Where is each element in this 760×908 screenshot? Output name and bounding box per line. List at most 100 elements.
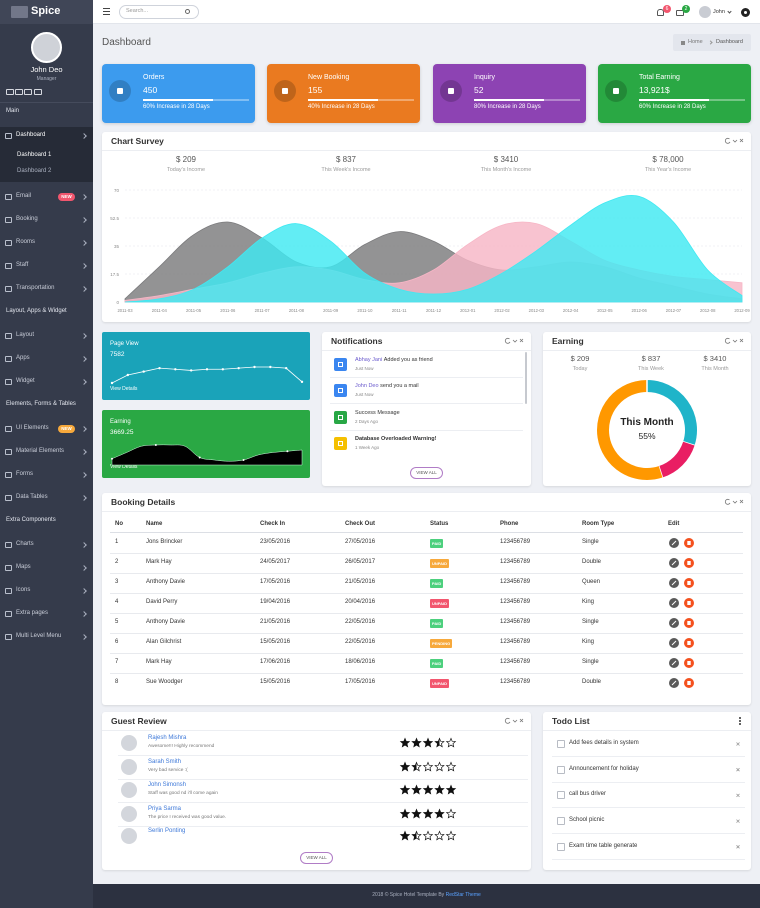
bell-icon[interactable] — [657, 9, 664, 16]
review-comment: Awesome!!! Highly recommend — [148, 744, 215, 749]
mini-title: Earning — [110, 419, 131, 425]
table-row-line — [110, 613, 743, 614]
stat-note: 60% Increase in 28 Days — [639, 104, 706, 110]
table-cell: 22/05/2016 — [345, 639, 376, 645]
footer-text: 2018 © Spice Hotel Template By RedStar T… — [93, 892, 760, 898]
todo-checkbox[interactable] — [557, 791, 565, 800]
hamburger-line[interactable] — [103, 14, 110, 16]
view-all-button[interactable]: VIEW ALL — [410, 467, 443, 479]
breadcrumb-item: Dashboard — [716, 39, 743, 45]
table-cell: Double — [582, 559, 602, 565]
hamburger-line[interactable] — [103, 11, 110, 13]
menu-item[interactable]: Booking — [16, 216, 38, 222]
review-name[interactable]: Rajesh Mishra — [148, 735, 187, 741]
table-cell: 2 — [115, 559, 119, 565]
status-badge: UNPAID — [430, 598, 450, 608]
notification-message: send you a mail — [380, 383, 419, 390]
menu-item[interactable]: Multi Level Menu — [16, 633, 62, 639]
todo-checkbox[interactable] — [557, 740, 565, 748]
menu-item[interactable]: Charts — [16, 541, 34, 547]
menu-item[interactable]: Material Elements — [16, 448, 65, 454]
income-value: $ 837 — [335, 155, 357, 164]
notification-text: Database Overloaded Warning! — [355, 436, 436, 442]
menu-item[interactable]: Staff — [16, 262, 29, 268]
menu-item[interactable]: UI Elements — [16, 425, 49, 431]
menu-item[interactable]: Dashboard — [16, 132, 46, 138]
notification-text: John Deo send you a mail — [355, 383, 419, 389]
menu-item[interactable]: Email — [16, 193, 32, 199]
todo-checkbox[interactable] — [557, 817, 565, 826]
table-header: Edit — [668, 521, 680, 527]
search-box[interactable] — [119, 5, 199, 19]
home-icon — [681, 41, 685, 45]
review-comment: The price I received was good value. — [148, 815, 227, 820]
menu-section: Elements, Forms & Tables — [6, 401, 76, 407]
stat-value: 450 — [143, 85, 158, 95]
table-header: No — [115, 521, 123, 527]
review-name[interactable]: John Simonsh — [148, 782, 187, 788]
menu-item[interactable]: Widget — [16, 378, 35, 384]
kebab-dot[interactable] — [739, 717, 741, 719]
notification-divider — [330, 377, 523, 378]
profile-icon[interactable] — [24, 89, 32, 95]
profile-icon[interactable] — [15, 89, 23, 95]
menu-item[interactable]: Transportation — [16, 285, 55, 291]
table-cell: 123456789 — [500, 559, 531, 565]
menu-icon — [5, 217, 12, 223]
user-menu[interactable]: John — [713, 9, 725, 15]
mini-link[interactable]: View Details — [110, 464, 138, 470]
review-divider — [118, 802, 528, 803]
menu-item[interactable]: Forms — [16, 471, 33, 477]
notification-glyph — [338, 440, 343, 446]
notification-user[interactable]: John Deo — [355, 383, 379, 390]
breadcrumb-item[interactable]: Home — [688, 39, 703, 45]
kebab-dot[interactable] — [739, 723, 741, 725]
menu-section: Main — [6, 108, 20, 114]
stat-note: 60% Increase in 28 Days — [143, 104, 210, 110]
menu-item[interactable]: Icons — [16, 587, 31, 593]
notification-icon — [334, 384, 347, 398]
user-avatar[interactable] — [699, 6, 711, 18]
kebab-dot[interactable] — [739, 720, 741, 722]
mini-card — [102, 410, 310, 478]
table-cell: 21/05/2016 — [345, 579, 376, 585]
review-comment: Staff was good nd i'll come again — [148, 791, 218, 796]
footer-link[interactable]: RedStar Theme — [445, 892, 481, 898]
todo-divider — [552, 807, 745, 809]
table-cell: 123456789 — [500, 599, 531, 605]
panel-title: Chart Survey — [111, 136, 164, 146]
todo-checkbox[interactable] — [557, 765, 565, 774]
notification-glyph — [338, 414, 343, 420]
profile-icon[interactable] — [6, 89, 14, 95]
stat-icon-glyph — [448, 88, 454, 94]
table-cell: 123456789 — [500, 579, 531, 585]
review-name[interactable]: Priya Sarma — [148, 806, 182, 812]
menu-item[interactable]: Data Tables — [16, 494, 48, 500]
table-cell: 18/06/2016 — [345, 659, 376, 665]
hamburger-line[interactable] — [103, 8, 110, 10]
stat-icon-glyph — [613, 88, 619, 94]
table-cell: Alan Gilchrist — [146, 639, 182, 645]
table-cell: 123456789 — [500, 679, 531, 685]
settings-icon[interactable] — [741, 8, 750, 17]
stat-value: 52 — [474, 85, 484, 95]
todo-checkbox[interactable] — [557, 842, 565, 851]
mail-icon[interactable] — [676, 10, 684, 16]
menu-item[interactable]: Maps — [16, 564, 31, 570]
mini-link[interactable]: View Details — [110, 386, 138, 392]
menu-item[interactable]: Layout — [16, 332, 35, 338]
submenu-item[interactable]: Dashboard 2 — [17, 168, 52, 174]
notification-user[interactable]: Abhay Jani — [355, 357, 383, 363]
menu-item[interactable]: Apps — [16, 355, 30, 361]
review-avatar — [121, 735, 137, 751]
view-all-button[interactable]: VIEW ALL — [300, 852, 333, 864]
user-role: Manager — [36, 76, 57, 82]
review-name[interactable]: Sarah Smith — [148, 759, 182, 765]
panel-divider — [322, 350, 531, 351]
menu-item[interactable]: Extra pages — [16, 610, 49, 616]
review-name[interactable]: Serlin Ponting — [148, 828, 186, 834]
submenu-item[interactable]: Dashboard 1 — [17, 152, 52, 158]
profile-icon[interactable] — [34, 89, 42, 95]
menu-item[interactable]: Rooms — [16, 239, 36, 245]
stat-value: 155 — [308, 85, 323, 95]
